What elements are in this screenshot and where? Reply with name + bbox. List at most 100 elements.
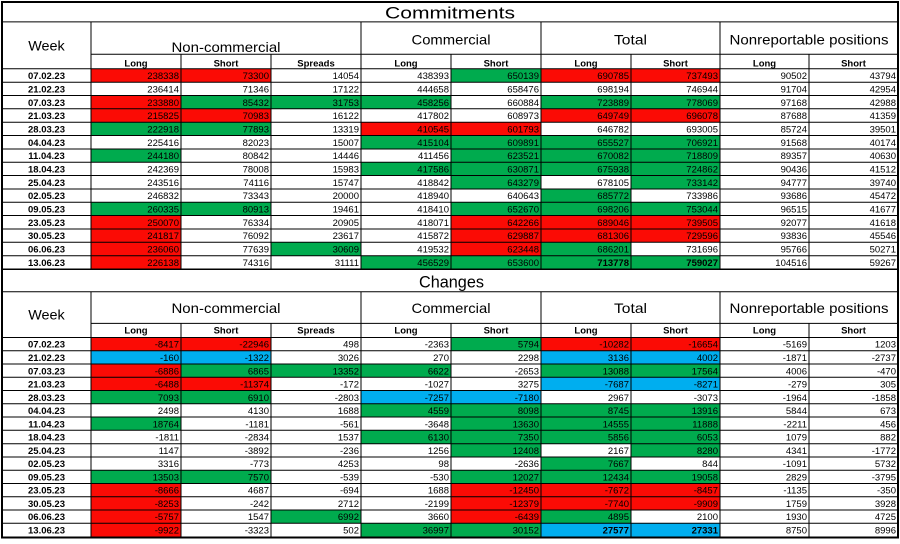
svg-text:689046: 689046 (597, 218, 629, 229)
svg-text:Non-commercial: Non-commercial (172, 300, 281, 316)
svg-text:242369: 242369 (147, 165, 179, 176)
svg-text:78008: 78008 (243, 165, 269, 176)
svg-text:07.02.23: 07.02.23 (28, 71, 65, 82)
svg-text:4130: 4130 (248, 406, 269, 417)
svg-text:36997: 36997 (423, 526, 449, 537)
svg-text:630871: 630871 (507, 165, 539, 176)
svg-text:39740: 39740 (870, 178, 896, 189)
svg-text:Commercial: Commercial (412, 32, 491, 48)
svg-text:73343: 73343 (243, 191, 269, 202)
svg-text:07.03.23: 07.03.23 (28, 366, 65, 377)
svg-text:28.03.23: 28.03.23 (28, 125, 65, 136)
svg-text:21.03.23: 21.03.23 (28, 111, 65, 122)
svg-text:06.06.23: 06.06.23 (28, 245, 65, 256)
svg-text:746944: 746944 (686, 84, 718, 95)
svg-text:59267: 59267 (870, 258, 896, 269)
svg-text:1203: 1203 (875, 340, 896, 351)
svg-text:640643: 640643 (507, 191, 539, 202)
svg-text:3275: 3275 (518, 380, 539, 391)
svg-text:-1322: -1322 (245, 353, 269, 364)
svg-text:655527: 655527 (597, 138, 629, 149)
svg-text:13088: 13088 (603, 366, 629, 377)
svg-text:89357: 89357 (781, 151, 807, 162)
svg-text:-1181: -1181 (245, 419, 269, 430)
svg-text:17564: 17564 (692, 366, 718, 377)
svg-text:215825: 215825 (147, 111, 179, 122)
svg-text:96515: 96515 (781, 205, 807, 216)
svg-text:Long: Long (124, 326, 147, 337)
svg-text:Short: Short (484, 58, 510, 69)
svg-text:498: 498 (343, 340, 359, 351)
svg-text:17122: 17122 (333, 84, 359, 95)
svg-text:2298: 2298 (518, 353, 539, 364)
svg-text:31753: 31753 (333, 98, 359, 109)
svg-text:305: 305 (880, 380, 896, 391)
svg-text:09.05.23: 09.05.23 (28, 472, 65, 483)
svg-text:-2636: -2636 (515, 459, 539, 470)
svg-text:74116: 74116 (243, 178, 269, 189)
svg-text:12027: 12027 (513, 472, 539, 483)
svg-text:87688: 87688 (781, 111, 807, 122)
svg-text:718809: 718809 (686, 151, 718, 162)
svg-text:696078: 696078 (686, 111, 718, 122)
svg-text:238338: 238338 (147, 71, 179, 82)
svg-text:417586: 417586 (417, 165, 449, 176)
svg-text:23617: 23617 (333, 231, 359, 242)
svg-text:-160: -160 (160, 353, 179, 364)
svg-text:-3795: -3795 (872, 472, 896, 483)
svg-text:23.05.23: 23.05.23 (28, 218, 65, 229)
svg-text:6622: 6622 (428, 366, 449, 377)
svg-text:Long: Long (394, 326, 417, 337)
svg-text:-7687: -7687 (605, 380, 629, 391)
svg-text:241817: 241817 (147, 231, 179, 242)
svg-text:8745: 8745 (608, 406, 629, 417)
svg-text:41677: 41677 (870, 205, 896, 216)
svg-text:-3892: -3892 (245, 446, 269, 457)
svg-text:15007: 15007 (333, 138, 359, 149)
svg-text:693005: 693005 (686, 125, 718, 136)
svg-text:759027: 759027 (686, 258, 718, 269)
svg-text:724862: 724862 (686, 165, 718, 176)
svg-text:15747: 15747 (333, 178, 359, 189)
svg-text:778069: 778069 (686, 98, 718, 109)
svg-text:43794: 43794 (870, 71, 896, 82)
svg-text:76092: 76092 (243, 231, 269, 242)
svg-text:18.04.23: 18.04.23 (28, 433, 65, 444)
svg-text:Commercial: Commercial (412, 300, 491, 316)
svg-text:Short: Short (663, 326, 689, 337)
svg-text:5844: 5844 (786, 406, 807, 417)
svg-text:260335: 260335 (147, 205, 179, 216)
svg-text:686201: 686201 (597, 245, 629, 256)
svg-text:713778: 713778 (597, 258, 629, 269)
svg-text:07.02.23: 07.02.23 (28, 340, 65, 351)
svg-text:415104: 415104 (417, 138, 449, 149)
svg-text:685772: 685772 (597, 191, 629, 202)
svg-text:70983: 70983 (243, 111, 269, 122)
svg-text:8280: 8280 (697, 446, 718, 457)
svg-text:23.05.23: 23.05.23 (28, 486, 65, 497)
svg-text:-10282: -10282 (599, 340, 629, 351)
svg-text:5732: 5732 (875, 459, 896, 470)
svg-text:Commitments: Commitments (385, 4, 515, 23)
svg-text:Nonreportable positions: Nonreportable positions (730, 300, 889, 316)
svg-text:02.05.23: 02.05.23 (28, 459, 65, 470)
svg-text:76334: 76334 (243, 218, 269, 229)
svg-text:Week: Week (28, 307, 66, 323)
svg-text:15983: 15983 (333, 165, 359, 176)
svg-text:623521: 623521 (507, 151, 539, 162)
svg-text:2498: 2498 (158, 406, 179, 417)
svg-text:45546: 45546 (870, 231, 896, 242)
svg-text:-1871: -1871 (783, 353, 807, 364)
svg-text:608973: 608973 (507, 111, 539, 122)
svg-text:Long: Long (574, 58, 597, 69)
svg-text:50271: 50271 (870, 245, 896, 256)
svg-text:236060: 236060 (147, 245, 179, 256)
svg-text:-7672: -7672 (605, 486, 629, 497)
svg-text:418940: 418940 (417, 191, 449, 202)
svg-text:41618: 41618 (870, 218, 896, 229)
svg-text:40174: 40174 (870, 138, 896, 149)
svg-text:723889: 723889 (597, 98, 629, 109)
svg-text:-242: -242 (250, 499, 269, 510)
svg-text:-172: -172 (340, 380, 359, 391)
svg-text:-2803: -2803 (335, 393, 359, 404)
